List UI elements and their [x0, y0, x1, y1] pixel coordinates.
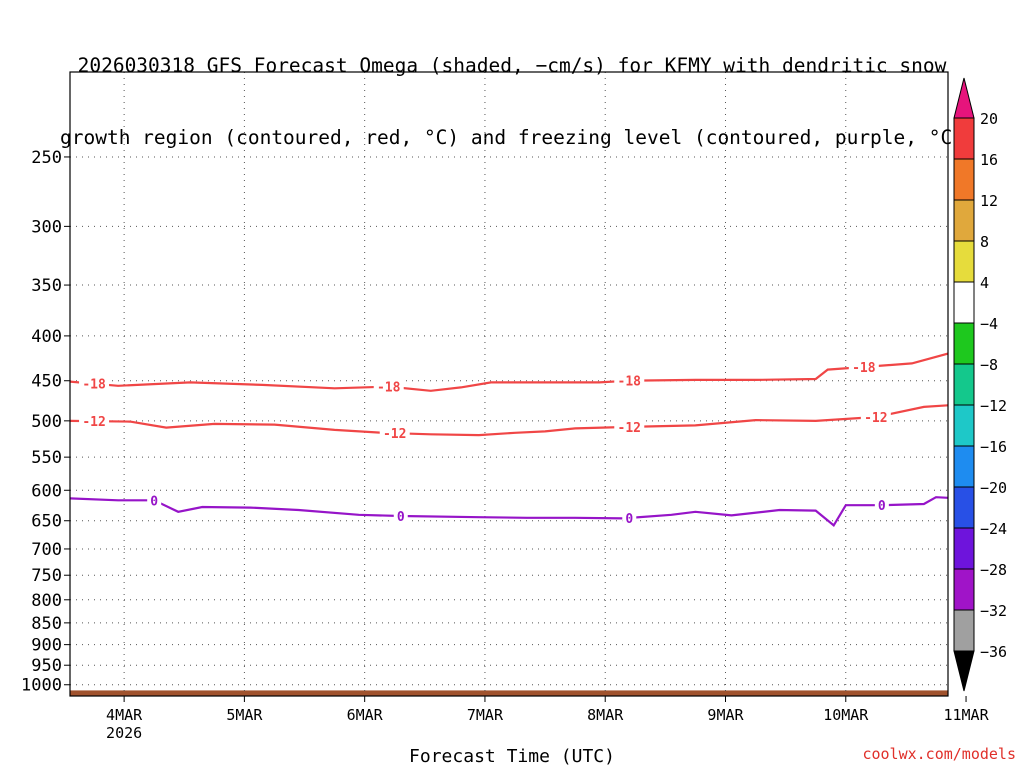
dendritic-minus12-label-1: -12	[383, 427, 406, 442]
x-year-label: 2026	[106, 724, 142, 742]
colorbar-label--4: −4	[980, 315, 998, 333]
colorbar-label-16: 16	[980, 151, 998, 169]
dendritic-minus12-label-3: -12	[864, 411, 887, 426]
colorbar-band-1	[953, 158, 975, 201]
dendritic-minus12-label-0: -12	[82, 415, 105, 430]
colorbar-label-4: 4	[980, 274, 989, 292]
x-tick-label-8MAR: 8MAR	[587, 706, 624, 724]
x-tick-label-7MAR: 7MAR	[467, 706, 504, 724]
colorbar-bottom-arrow	[953, 650, 975, 692]
colorbar-label--20: −20	[980, 479, 1007, 497]
y-tick-label-700: 700	[31, 540, 62, 560]
dendritic-minus18-label-bg-2	[614, 373, 645, 388]
dendritic-minus18-label-bg-0	[79, 376, 110, 391]
colorbar-label--36: −36	[980, 643, 1007, 661]
terrain-band	[70, 690, 948, 696]
y-tick-label-950: 950	[31, 656, 62, 676]
colorbar-label-8: 8	[980, 233, 989, 251]
dendritic-minus18-label-bg-3	[848, 359, 879, 374]
colorbar-label--8: −8	[980, 356, 998, 374]
x-tick-label-9MAR: 9MAR	[707, 706, 744, 724]
x-tick-label-11MAR: 11MAR	[943, 706, 989, 724]
freezing-level-line	[70, 496, 948, 528]
plot-area: -18 -18 -18 -18 -12 -12 -12 -12 0 0 0 0	[70, 72, 948, 696]
dendritic-minus12-label-bg-3	[860, 410, 891, 425]
colorbar-band-7	[953, 404, 975, 447]
y-tick-label-850: 850	[31, 614, 62, 634]
y-tick-label-450: 450	[31, 372, 62, 392]
y-axis: 2503003504004505005506006507007508008509…	[21, 148, 70, 696]
dendritic-minus18-line	[70, 352, 948, 392]
freezing-level-label-2: 0	[625, 512, 633, 527]
y-tick-label-1000: 1000	[21, 676, 62, 696]
y-tick-label-900: 900	[31, 636, 62, 656]
colorbar-band-3	[953, 240, 975, 283]
source-credit: coolwx.com/models	[862, 745, 1016, 763]
x-axis: 4MAR 5MAR 6MAR 7MAR 8MAR 9MAR 10MAR 11MAR 2026	[106, 696, 990, 742]
y-tick-label-600: 600	[31, 481, 62, 501]
freezing-level-label-1: 0	[397, 510, 405, 525]
x-tick-label-4MAR: 4MAR	[106, 706, 143, 724]
dendritic-minus18-label-bg-1	[373, 379, 404, 394]
y-tick-label-650: 650	[31, 512, 62, 532]
colorbar-band-4	[953, 281, 975, 324]
grid-lines	[70, 72, 948, 696]
y-tick-label-250: 250	[31, 148, 62, 168]
dendritic-minus12-label-bg-1	[379, 426, 410, 441]
chart-title-line1: 2026030318 GFS Forecast Omega (shaded, −…	[77, 54, 947, 77]
colorbar-label--16: −16	[980, 438, 1007, 456]
dendritic-minus18-label-0: -18	[82, 378, 106, 393]
colorbar-band-8	[953, 445, 975, 488]
temperature-contours: -18 -18 -18 -18 -12 -12 -12 -12 0 0 0 0	[70, 352, 948, 528]
colorbar-label--12: −12	[980, 397, 1007, 415]
colorbar: 20 16 12 8 4 −4 −8 −12 −16 −20 −24 −28 −32 −36	[953, 77, 1007, 692]
colorbar-band-6	[953, 363, 975, 406]
y-tick-label-550: 550	[31, 448, 62, 468]
y-tick-label-300: 300	[31, 217, 62, 237]
terrain-ground	[70, 690, 948, 696]
colorbar-band-10	[953, 527, 975, 570]
colorbar-band-2	[953, 199, 975, 242]
freezing-level-label-bg-3	[874, 498, 889, 513]
colorbar-top-arrow	[953, 77, 975, 119]
y-tick-label-500: 500	[31, 412, 62, 432]
colorbar-band-0	[953, 117, 975, 160]
dendritic-minus18-label-3: -18	[852, 361, 876, 376]
freezing-level-label-0: 0	[150, 494, 158, 509]
dendritic-minus12-line	[70, 404, 948, 437]
colorbar-label-20: 20	[980, 110, 998, 128]
y-tick-label-800: 800	[31, 591, 62, 611]
chart-title: 2026030318 GFS Forecast Omega (shaded, −…	[0, 6, 1024, 174]
dendritic-minus18-label-1: -18	[377, 381, 401, 396]
x-axis-title: Forecast Time (UTC)	[409, 746, 615, 767]
freezing-level-label-bg-2	[622, 510, 637, 525]
colorbar-label--28: −28	[980, 561, 1007, 579]
colorbar-band-11	[953, 568, 975, 611]
y-tick-label-350: 350	[31, 276, 62, 296]
colorbar-band-12	[953, 609, 975, 652]
colorbar-band-9	[953, 486, 975, 529]
colorbar-band-5	[953, 322, 975, 365]
colorbar-label--32: −32	[980, 602, 1007, 620]
freezing-level-label-3: 0	[878, 499, 886, 514]
y-tick-label-400: 400	[31, 327, 62, 347]
colorbar-label-12: 12	[980, 192, 998, 210]
dendritic-minus12-label-bg-0	[79, 414, 110, 429]
colorbar-label--24: −24	[980, 520, 1007, 538]
dendritic-minus12-label-2: -12	[618, 421, 641, 436]
plot-frame	[69, 71, 949, 697]
y-tick-label-750: 750	[31, 566, 62, 586]
dendritic-minus18-label-2: -18	[618, 375, 642, 390]
x-tick-label-10MAR: 10MAR	[823, 706, 869, 724]
x-tick-label-6MAR: 6MAR	[347, 706, 384, 724]
freezing-level-label-bg-1	[393, 509, 408, 524]
freezing-level-label-bg-0	[147, 493, 162, 508]
dendritic-minus12-label-bg-2	[614, 419, 645, 434]
x-tick-label-5MAR: 5MAR	[226, 706, 263, 724]
chart-title-line2: growth region (contoured, red, °C) and f…	[60, 126, 964, 149]
